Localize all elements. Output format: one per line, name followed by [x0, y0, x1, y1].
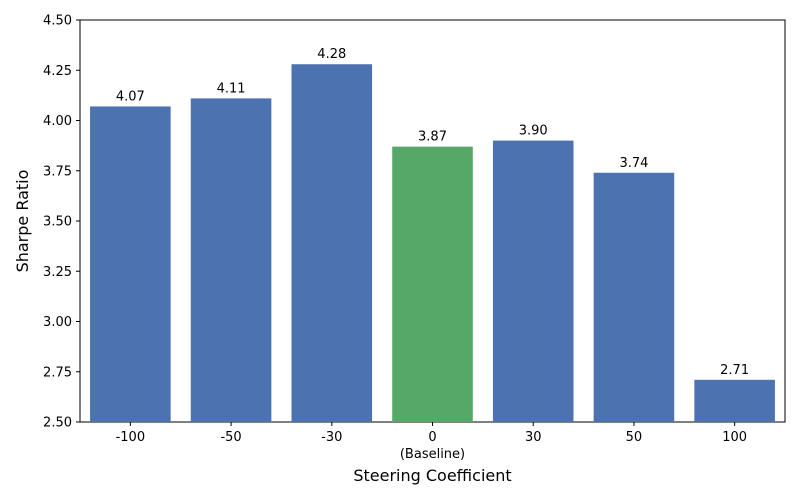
x-tick-sublabel: (Baseline): [400, 447, 465, 462]
bars-group: [90, 64, 775, 423]
bar-value-label: 3.74: [619, 156, 648, 171]
x-tick-label: 100: [722, 430, 747, 445]
y-tick-label: 3.25: [43, 265, 72, 280]
y-tick-label: 2.50: [43, 416, 72, 431]
bar-value-label: 4.11: [217, 81, 246, 96]
bar-30: [492, 140, 574, 422]
bar-value-labels: 4.07 4.11 4.28 3.87 3.90 3.74 2.71: [116, 47, 749, 378]
y-tick-label: 3.50: [43, 215, 72, 230]
bar-value-label: 3.87: [418, 130, 447, 145]
y-axis-title: Sharpe Ratio: [13, 170, 32, 273]
bar-100: [694, 379, 775, 422]
bar-value-label: 4.07: [116, 89, 145, 104]
y-tick-label: 4.25: [43, 64, 72, 79]
bar-value-label: 2.71: [720, 363, 749, 378]
x-tick-label: -50: [220, 430, 241, 445]
x-tick-label: 0: [428, 430, 436, 445]
y-tick-label: 4.50: [43, 14, 72, 29]
y-tick-label: 3.75: [43, 164, 72, 179]
x-tick-label: 30: [525, 430, 542, 445]
y-tick-label: 2.75: [43, 365, 72, 380]
bar--30: [291, 64, 373, 422]
bar--100: [90, 106, 171, 423]
bar--50: [190, 98, 272, 422]
bar-value-label: 4.28: [317, 47, 346, 62]
bar-0: [392, 146, 473, 422]
y-tick-label: 4.00: [43, 114, 72, 129]
x-tick-label: -100: [116, 430, 146, 445]
y-axis-ticks: 2.50 2.75 3.00 3.25 3.50 3.75 4.00 4.25 4.50: [43, 14, 80, 431]
x-axis-ticks: -100 -50 -30 0 (Baseline) 30 50 100: [116, 422, 747, 462]
x-tick-label: -30: [321, 430, 342, 445]
bar-value-label: 3.90: [519, 124, 548, 139]
y-tick-label: 3.00: [43, 315, 72, 330]
x-axis-title: Steering Coefficient: [353, 466, 511, 485]
x-tick-label: 50: [626, 430, 643, 445]
bar-50: [593, 172, 675, 422]
